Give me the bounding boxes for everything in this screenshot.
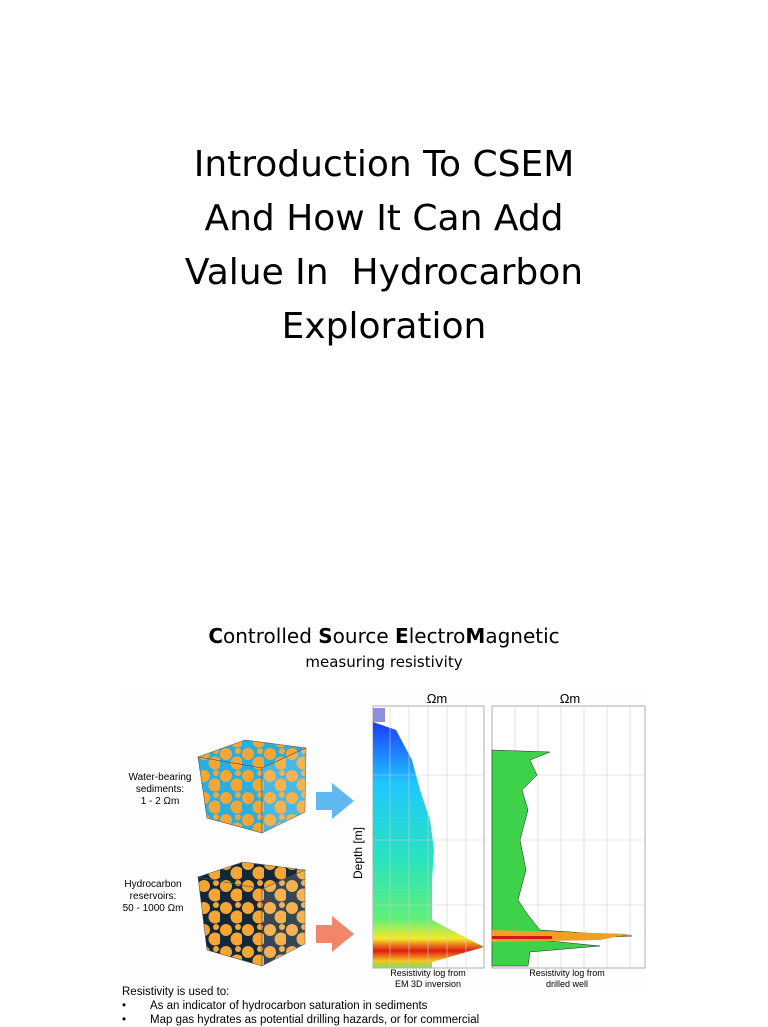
bullet-list: Resistivity is used to: As an indicator … — [122, 985, 479, 1027]
label-line: Resistivity log from — [529, 968, 605, 978]
label-line: Water-bearing — [129, 772, 192, 783]
slide-heading: Controlled Source ElectroMagnetic — [0, 624, 768, 648]
heading-part: ontrolled — [223, 624, 319, 648]
water-cube — [196, 739, 308, 834]
caption-left: Resistivity log from EM 3D inversion — [390, 968, 466, 989]
title-line: And How It Can Add — [204, 198, 564, 239]
well-log — [491, 705, 646, 969]
caption-right: Resistivity log from drilled well — [529, 968, 605, 989]
heading-part: ource — [332, 624, 396, 648]
label-line: 50 - 1000 Ωm — [123, 903, 184, 914]
heading-part: C — [208, 624, 224, 648]
heading-part: E — [395, 624, 409, 648]
unit-left: Ωm — [427, 691, 448, 706]
slide-title: Introduction To CSEM And How It Can Add Va… — [0, 138, 768, 354]
inversion-log — [372, 705, 485, 969]
bullet-item: Map gas hydrates as potential drilling h… — [122, 1013, 479, 1027]
title-line: Introduction To CSEM — [193, 144, 575, 185]
label-line: sediments: — [136, 784, 184, 795]
heading-part: lectro — [408, 624, 466, 648]
arrow-blue — [316, 783, 354, 819]
title-line: Value In Hydrocarbon — [184, 252, 584, 293]
label-line: Hydrocarbon — [124, 879, 181, 890]
bullet-intro: Resistivity is used to: — [122, 986, 230, 998]
bullet-item: As an indicator of hydrocarbon saturatio… — [122, 999, 479, 1013]
heading-part: S — [318, 624, 333, 648]
label-line: drilled well — [546, 979, 588, 989]
label-line: 1 - 2 Ωm — [141, 796, 180, 807]
label-line: reservoirs: — [130, 891, 177, 902]
hydrocarbon-label: Hydrocarbon reservoirs: 50 - 1000 Ωm — [123, 879, 184, 914]
label-line: EM 3D inversion — [395, 979, 461, 989]
title-line: Exploration — [281, 306, 487, 347]
heading-part: agnetic — [485, 624, 560, 648]
hydrocarbon-cube — [196, 861, 307, 967]
arrow-orange — [316, 916, 354, 952]
depth-label: Depth [m] — [351, 827, 365, 879]
water-label: Water-bearing sediments: 1 - 2 Ωm — [129, 772, 192, 807]
unit-right: Ωm — [560, 691, 581, 706]
label-line: Resistivity log from — [390, 968, 466, 978]
heading-part: M — [465, 624, 486, 648]
slide-subheading: measuring resistivity — [305, 653, 463, 671]
